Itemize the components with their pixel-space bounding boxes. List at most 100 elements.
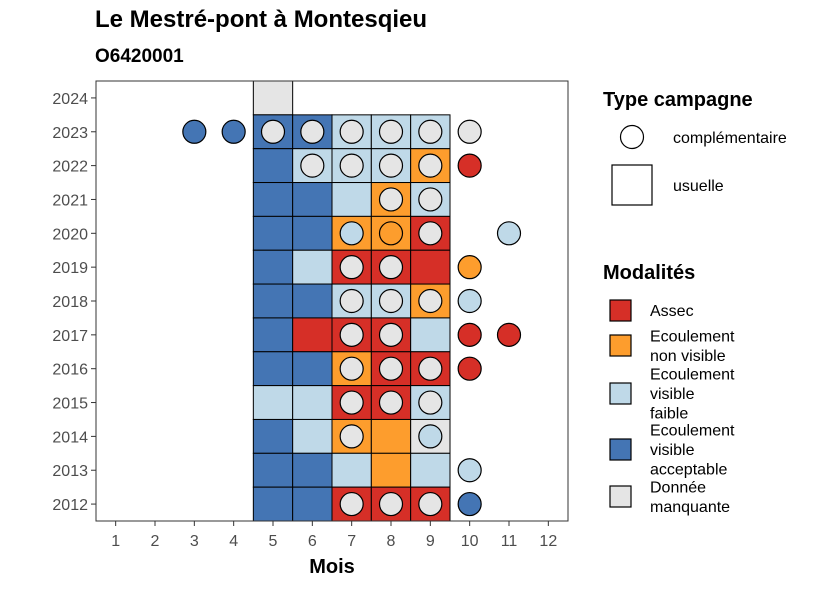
circle-2014-9 <box>418 424 443 449</box>
circle-2013-10 <box>457 458 482 483</box>
y-tick-label-2021: 2021 <box>52 192 88 209</box>
y-tick-label-2017: 2017 <box>52 328 88 345</box>
y-tick-label-2013: 2013 <box>52 463 88 480</box>
square-2015-5 <box>252 385 294 420</box>
x-tick-label-10: 10 <box>461 533 479 550</box>
legend-key-square <box>611 164 653 206</box>
square-2018-6 <box>292 283 333 319</box>
square-2020-5 <box>252 215 294 251</box>
circle-2020-9 <box>418 221 443 246</box>
circles-layer <box>182 119 522 517</box>
square-2017-9 <box>410 317 451 353</box>
legend-label-A: Assec <box>650 303 694 320</box>
circle-2023-9 <box>418 119 443 144</box>
circle-2020-8 <box>378 221 404 246</box>
legend-key-O <box>609 334 632 357</box>
legend-label-M: Donnée manquante <box>650 479 730 516</box>
circle-2019-7 <box>339 255 364 280</box>
square-2012-6 <box>292 486 333 522</box>
y-tick-label-2016: 2016 <box>52 362 88 379</box>
legend-key-V <box>609 438 632 461</box>
x-tick-label-12: 12 <box>539 533 557 550</box>
legend-key-A <box>609 299 632 322</box>
y-tick-label-2020: 2020 <box>52 226 88 243</box>
circle-2016-9 <box>418 356 443 381</box>
x-tick-label-1: 1 <box>111 533 120 550</box>
circle-2012-8 <box>378 491 404 517</box>
circle-2019-10 <box>457 255 482 280</box>
circle-2016-8 <box>378 356 404 381</box>
square-2021-7 <box>331 182 372 217</box>
circle-2022-7 <box>339 153 364 178</box>
circle-2018-9 <box>418 288 443 314</box>
circle-2022-10 <box>457 153 482 178</box>
legend-label-V: Ecoulement visible acceptable <box>650 423 735 479</box>
square-2019-6 <box>292 249 333 285</box>
legend-label-O: Ecoulement non visible <box>650 328 735 365</box>
circle-2023-3 <box>182 119 207 144</box>
square-2014-8 <box>370 418 412 454</box>
square-2017-5 <box>252 317 294 353</box>
x-tick-label-5: 5 <box>269 533 278 550</box>
legend-label-F: Ecoulement visible faible <box>650 367 735 423</box>
y-tick-label-2015: 2015 <box>52 396 88 413</box>
circle-2012-10 <box>457 491 482 517</box>
circle-2014-7 <box>339 424 364 449</box>
x-tick-label-7: 7 <box>347 533 356 550</box>
x-tick-label-2: 2 <box>151 533 160 550</box>
legend-key-circle <box>619 124 645 150</box>
circle-2023-6 <box>300 119 325 144</box>
square-2013-5 <box>252 452 294 488</box>
circle-2019-8 <box>378 255 404 280</box>
square-2019-5 <box>252 249 294 285</box>
square-2014-5 <box>252 418 294 454</box>
circle-2021-9 <box>418 187 443 212</box>
square-2013-9 <box>410 452 451 488</box>
legend-key-F <box>609 382 632 405</box>
legend-title-modalities: Modalités <box>603 262 695 284</box>
y-tick-label-2014: 2014 <box>52 429 88 446</box>
square-2018-5 <box>252 283 294 319</box>
x-tick-label-11: 11 <box>501 533 518 550</box>
square-2014-6 <box>292 418 333 454</box>
square-2013-6 <box>292 452 333 488</box>
square-2017-6 <box>292 317 333 353</box>
circle-2018-10 <box>457 288 482 314</box>
circle-2017-10 <box>457 322 482 347</box>
circle-2017-7 <box>339 322 364 347</box>
circle-2018-7 <box>339 288 364 314</box>
circle-2016-7 <box>339 356 364 381</box>
y-tick-label-2024: 2024 <box>52 91 88 108</box>
x-tick-label-9: 9 <box>426 533 435 550</box>
y-tick-label-2022: 2022 <box>52 159 88 176</box>
y-tick-label-2023: 2023 <box>52 125 88 142</box>
circle-2012-7 <box>339 491 364 517</box>
circle-2020-11 <box>496 221 522 246</box>
legend-title-campaign: Type campagne <box>603 89 753 111</box>
square-2021-6 <box>292 182 333 217</box>
square-2024-5 <box>252 80 294 116</box>
circle-2015-7 <box>339 390 364 415</box>
square-2020-6 <box>292 215 333 251</box>
legend: Type campagne complémentaire usuelle Modali… <box>603 89 787 516</box>
square-2015-6 <box>292 385 333 420</box>
circle-2017-8 <box>378 322 404 347</box>
legend-key-M <box>609 485 632 508</box>
square-2012-5 <box>252 486 294 522</box>
circle-2023-8 <box>378 119 404 144</box>
legend-label-usuelle: usuelle <box>673 178 724 195</box>
axes-layer: 2012 2013 2014 2015 2016 2017 2018 2019 2020 2021… <box>52 91 557 578</box>
y-tick-label-2012: 2012 <box>52 497 88 514</box>
x-tick-label-8: 8 <box>387 533 396 550</box>
square-2013-7 <box>331 452 372 488</box>
circle-2022-9 <box>418 153 443 178</box>
circle-2023-7 <box>339 119 364 144</box>
legend-label-complementaire: complémentaire <box>673 130 787 147</box>
x-tick-label-3: 3 <box>190 533 199 550</box>
x-axis-title: Mois <box>309 556 355 578</box>
x-tick-label-6: 6 <box>308 533 317 550</box>
square-2016-6 <box>292 351 333 387</box>
circle-2022-8 <box>378 153 404 178</box>
circle-2023-4 <box>221 119 246 144</box>
